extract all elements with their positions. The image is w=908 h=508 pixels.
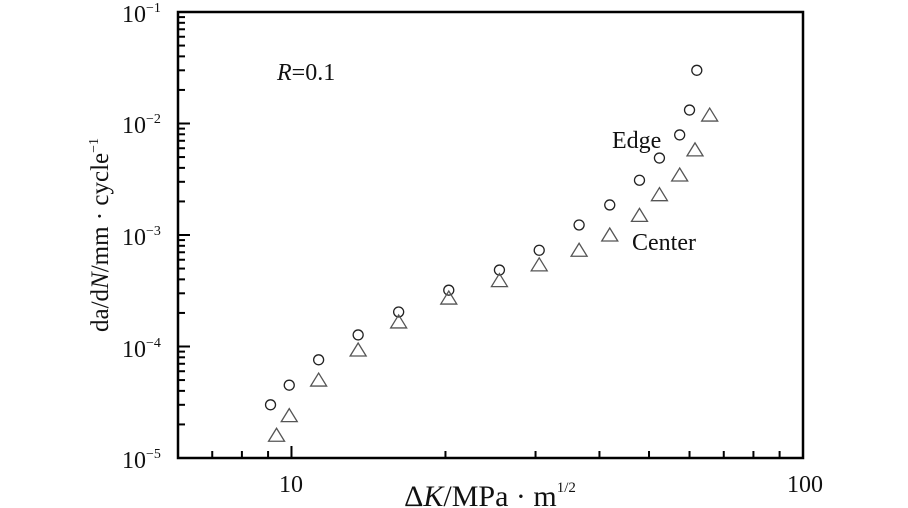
r-ratio-annotation: R=0.1 xyxy=(276,60,335,86)
y-tick-label-1e-1: 10−1 xyxy=(122,1,161,28)
data-point-edge xyxy=(283,379,295,391)
data-point-edge xyxy=(264,399,277,411)
data-point-edge xyxy=(443,284,455,296)
x-tick-label-10: 10 xyxy=(279,472,303,498)
series-edge xyxy=(264,64,703,411)
axis-ticks xyxy=(177,11,781,459)
data-point-center xyxy=(439,289,458,305)
data-point-center xyxy=(348,341,368,357)
data-point-center xyxy=(650,186,669,202)
y-axis-label: da/dN/mm · cycle−1 xyxy=(87,138,114,332)
data-point-center xyxy=(569,241,589,257)
data-point-edge xyxy=(653,152,666,164)
series-center xyxy=(267,106,719,442)
data-point-edge xyxy=(604,199,616,211)
data-point-edge xyxy=(674,129,686,141)
series-label-edge: Edge xyxy=(612,128,661,154)
data-point-center xyxy=(389,313,408,329)
y-tick-label-1e-4: 10−4 xyxy=(122,336,161,363)
data-point-edge xyxy=(312,354,325,366)
series-label-center: Center xyxy=(632,230,696,256)
plot-frame xyxy=(176,10,805,460)
data-point-center xyxy=(309,371,328,387)
y-tick-label-1e-5: 10−5 xyxy=(122,447,161,474)
data-point-edge xyxy=(352,329,364,341)
y-tick-label-1e-3: 10−3 xyxy=(122,224,161,251)
data-point-center xyxy=(280,407,299,423)
data-point-center xyxy=(670,166,689,182)
data-point-center xyxy=(490,272,509,288)
y-tick-labels: 10−1 10−2 10−3 10−4 10−5 xyxy=(122,1,161,474)
data-marks xyxy=(264,64,719,442)
y-tick-label-1e-2: 10−2 xyxy=(122,112,161,139)
data-point-edge xyxy=(633,174,646,186)
data-point-edge xyxy=(691,64,703,76)
x-axis-label: ΔK/MPa · m1/2 xyxy=(404,480,576,508)
data-point-center xyxy=(700,106,719,122)
data-point-center xyxy=(530,256,549,272)
data-point-edge xyxy=(533,244,545,256)
data-point-center xyxy=(685,141,705,157)
data-point-center xyxy=(600,226,619,242)
x-tick-label-100: 100 xyxy=(787,472,823,498)
data-point-edge xyxy=(683,104,696,116)
data-point-center xyxy=(630,207,649,223)
data-point-center xyxy=(267,427,286,442)
data-point-edge xyxy=(393,306,405,318)
data-point-edge xyxy=(493,264,506,276)
data-point-edge xyxy=(573,219,585,231)
